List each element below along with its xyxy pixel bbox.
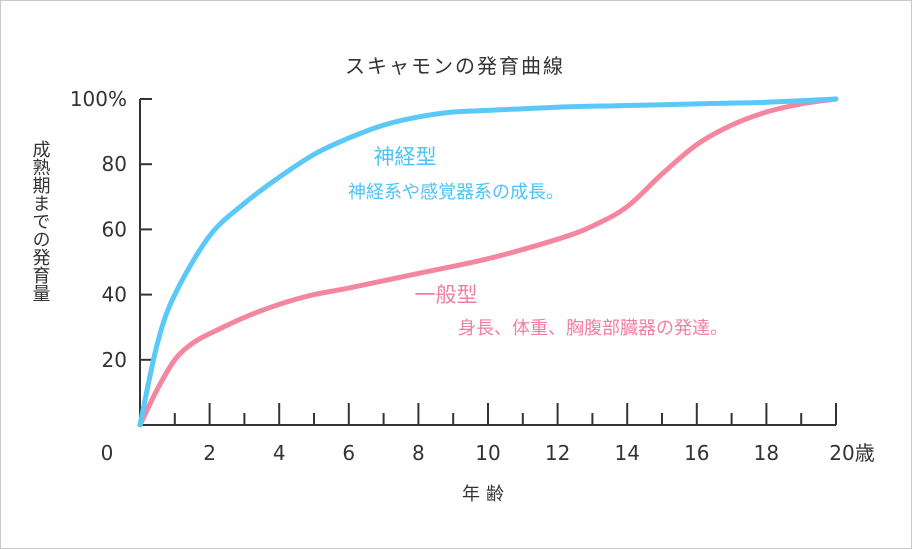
x-tick-label: 2 xyxy=(203,441,216,465)
y-tick-label: 100% xyxy=(70,87,127,111)
chart-title: スキャモンの発育曲線 xyxy=(345,54,565,78)
y-tick-label: 60 xyxy=(102,217,127,241)
tick-labels: 0 2 4 6 8 10 12 14 16 18 20歳 20 40 60 80 100% xyxy=(70,87,875,465)
y-tick-label: 40 xyxy=(102,283,127,307)
x-tick-label: 16 xyxy=(684,441,709,465)
series-name-general: 一般型 xyxy=(415,283,478,307)
x-tick-label: 8 xyxy=(412,441,425,465)
general-type-line xyxy=(137,96,839,428)
nerve-type-line xyxy=(137,96,839,428)
series-lines xyxy=(137,96,839,428)
x-tick-label: 0 xyxy=(101,441,114,465)
x-tick-label: 6 xyxy=(342,441,355,465)
x-tick-label: 10 xyxy=(475,441,500,465)
y-axis-label: 成熟期までの発育量 xyxy=(30,140,51,302)
x-axis-label: 年齢 xyxy=(462,484,510,505)
series-name-nerve: 神経型 xyxy=(374,145,437,169)
axes xyxy=(139,98,837,426)
x-tick-label: 14 xyxy=(614,441,639,465)
series-desc-nerve: 神経系や感覚器系の成長。 xyxy=(348,182,564,203)
y-axis-label-text: 成熟期までの発育量 xyxy=(30,140,51,302)
series-desc-general: 身長、体重、胸腹部臓器の発達。 xyxy=(458,318,728,339)
x-tick-label: 4 xyxy=(273,441,286,465)
x-tick-label: 18 xyxy=(754,441,779,465)
y-tick-label: 80 xyxy=(102,152,127,176)
y-tick-label: 20 xyxy=(102,348,127,372)
x-tick-label: 20歳 xyxy=(829,441,874,465)
x-tick-label: 12 xyxy=(545,441,570,465)
